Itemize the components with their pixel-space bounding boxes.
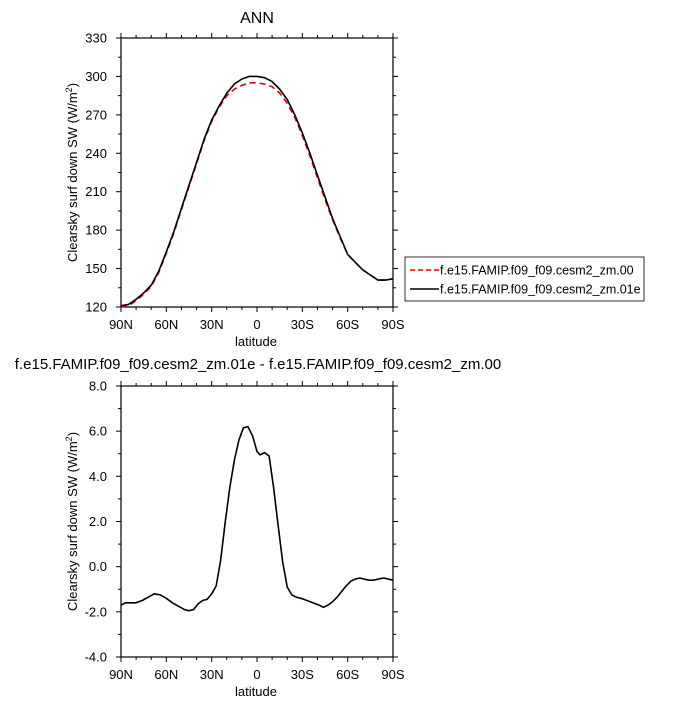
x-tick-label: 60N — [154, 667, 178, 682]
x-tick-label: 30N — [200, 667, 224, 682]
y-axis-label-main: Clearsky surf down SW (W/m — [65, 92, 80, 262]
y-axis-label-main: Clearsky surf down SW (W/m — [65, 441, 80, 611]
y-tick-label: 0.0 — [89, 559, 107, 574]
x-tick-label: 60S — [336, 667, 359, 682]
y-tick-label: 120 — [85, 300, 107, 315]
legend-entry-0: f.e15.FAMIP.f09_f09.cesm2_zm.00 — [440, 264, 634, 278]
y-tick-label: 240 — [85, 146, 107, 161]
legend-entry-1: f.e15.FAMIP.f09_f09.cesm2_zm.01e — [440, 283, 641, 297]
x-tick-label: 60N — [154, 317, 178, 332]
x-axis-label: latitude — [235, 334, 277, 349]
y-tick-label: -4.0 — [85, 650, 107, 665]
x-tick-label: 30S — [291, 667, 314, 682]
y-tick-label: 8.0 — [89, 379, 107, 394]
plot-frame — [120, 385, 394, 658]
upper-panel: ANN 90N 60N 30N 0 30S 60S 90S 120 150 180 210 240 270… — [64, 10, 405, 349]
legend-box — [404, 256, 645, 302]
x-tick-label: 30S — [291, 317, 314, 332]
y-axis-label: Clearsky surf down SW (W/m2) — [64, 83, 80, 262]
y-axis-label-superscript: 2 — [64, 436, 74, 441]
y-tick-label: 2.0 — [89, 514, 107, 529]
y-axis-label-close: ) — [65, 83, 80, 87]
y-tick-label: 6.0 — [89, 424, 107, 439]
chart-title: f.e15.FAMIP.f09_f09.cesm2_zm.01e - f.e15… — [15, 356, 501, 373]
series-line-1 — [120, 75, 394, 307]
y-tick-label: 150 — [85, 261, 107, 276]
y-tick-label: 4.0 — [89, 469, 107, 484]
x-tick-label: 90S — [381, 667, 404, 682]
x-tick-label: 60S — [336, 317, 359, 332]
y-tick-label: 210 — [85, 184, 107, 199]
y-tick-label: 180 — [85, 223, 107, 238]
series-line-0 — [120, 425, 394, 612]
series-line-0 — [120, 82, 394, 308]
y-tick-label: -2.0 — [85, 604, 107, 619]
y-tick-label: 330 — [85, 31, 107, 46]
x-tick-label: 30N — [200, 317, 224, 332]
x-tick-label: 0 — [253, 667, 260, 682]
x-axis-label: latitude — [235, 684, 277, 699]
lower-panel: f.e15.FAMIP.f09_f09.cesm2_zm.01e - f.e15… — [15, 356, 501, 699]
chart-title: ANN — [240, 10, 274, 27]
y-tick-label: 300 — [85, 69, 107, 84]
x-tick-label: 90N — [109, 317, 133, 332]
x-tick-label: 0 — [253, 317, 260, 332]
legend: f.e15.FAMIP.f09_f09.cesm2_zm.00 f.e15.FAM… — [404, 256, 645, 302]
tick-marks — [116, 33, 398, 312]
tick-marks — [116, 381, 398, 662]
x-tick-label: 90S — [381, 317, 404, 332]
y-axis-label-superscript: 2 — [64, 87, 74, 92]
y-tick-label: 270 — [85, 107, 107, 122]
plot-frame — [120, 37, 394, 308]
x-tick-label: 90N — [109, 667, 133, 682]
y-axis-label-close: ) — [65, 432, 80, 436]
y-axis-label: Clearsky surf down SW (W/m2) — [64, 432, 80, 611]
